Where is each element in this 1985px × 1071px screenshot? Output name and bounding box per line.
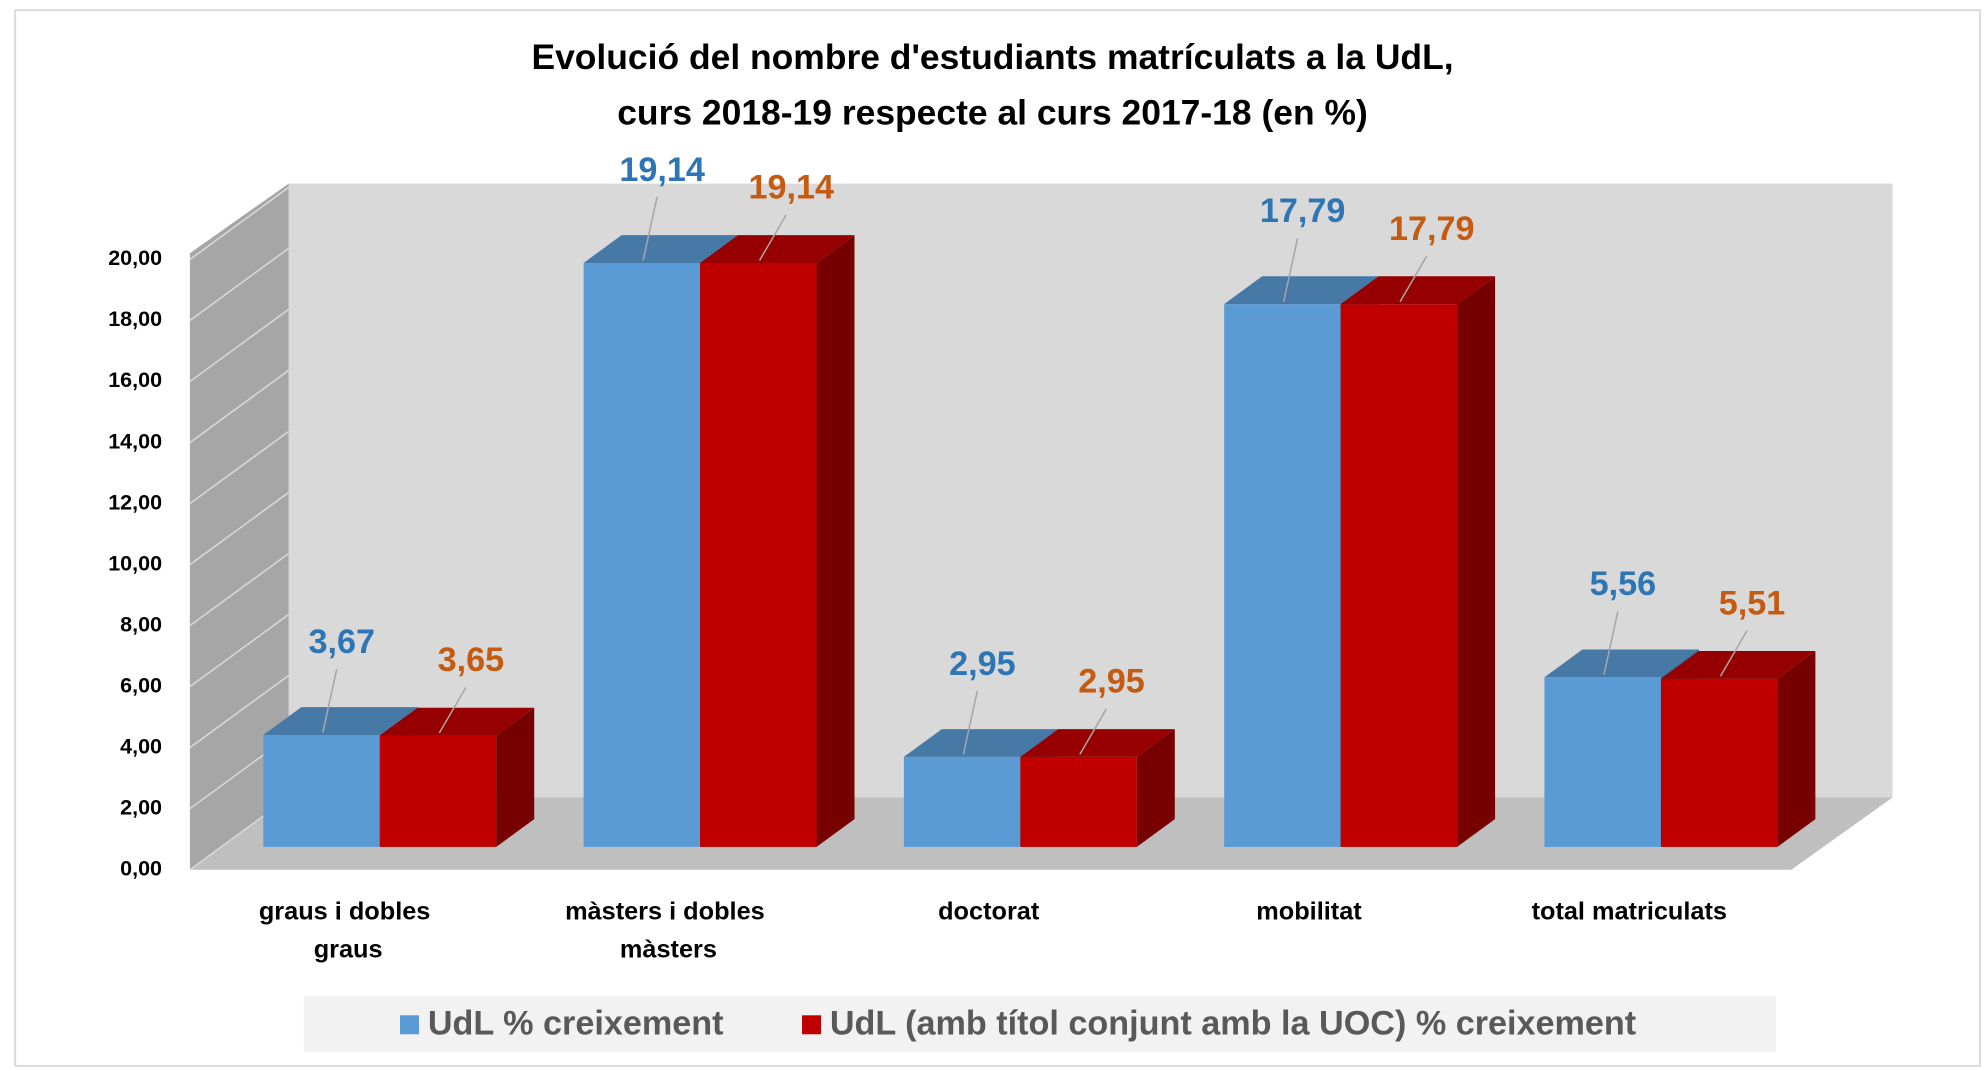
grid-line [189, 491, 290, 566]
y-tick-label: 8,00 [120, 612, 162, 636]
bar-top [700, 235, 855, 263]
bar [903, 756, 1021, 847]
x-tick-line: mobilitat [1256, 897, 1362, 925]
data-label: 3,65 [438, 641, 505, 679]
bar-top [263, 707, 418, 735]
grid-line [189, 674, 290, 749]
bar-side [816, 235, 855, 847]
leader-line [438, 687, 467, 734]
grid-line [189, 369, 290, 444]
grid-line [189, 430, 290, 505]
x-tick-line: doctorat [938, 897, 1040, 925]
x-tick-line: graus i dobles [259, 897, 438, 925]
x-tick-label: mobilitat [1256, 897, 1362, 925]
legend-label: UdL % creixement [428, 1004, 724, 1042]
bar [379, 735, 497, 847]
bar-side [496, 707, 535, 847]
x-tick-label: total matriculats [1532, 897, 1727, 925]
x-tick-line: màsters [620, 935, 717, 963]
y-tick-label: 10,00 [108, 551, 162, 575]
bar-side [1136, 729, 1175, 847]
legend-swatch [802, 1015, 822, 1035]
x-tick-line: total matriculats [1532, 897, 1727, 925]
grid-line [189, 308, 290, 383]
bar [583, 262, 701, 847]
y-tick-label: 2,00 [120, 795, 162, 819]
x-tick-label: graus i dobles graus [259, 897, 438, 963]
bar-top [1224, 276, 1379, 305]
bar [263, 734, 380, 847]
y-tick-label: 4,00 [120, 734, 162, 758]
legend [303, 996, 1777, 1053]
bar [1544, 677, 1661, 847]
x-tick-label: doctorat [938, 897, 1040, 925]
data-label: 19,14 [748, 169, 834, 207]
bar [1224, 304, 1341, 847]
y-tick-label: 14,00 [108, 429, 162, 453]
bar [1660, 678, 1778, 847]
data-label: 17,79 [1260, 192, 1346, 230]
leader-line [758, 214, 787, 261]
bar-top [1340, 276, 1496, 305]
bar-side [1777, 650, 1816, 847]
bar-top [583, 235, 739, 263]
bar [1340, 304, 1458, 847]
leader-line [962, 690, 979, 755]
bar [700, 262, 817, 847]
y-tick-label: 18,00 [108, 307, 162, 331]
data-label: 19,14 [619, 151, 705, 189]
grid-line [189, 186, 290, 261]
leader-line [1399, 255, 1428, 303]
grid-line [189, 247, 290, 322]
y-tick-label: 0,00 [120, 856, 162, 880]
bar-side [1457, 276, 1496, 847]
bar-top [1020, 729, 1175, 757]
leader-line [1603, 611, 1619, 675]
bar-top [1544, 649, 1699, 678]
grid-line [189, 552, 290, 627]
legend-swatch [400, 1015, 420, 1035]
data-label: 17,79 [1389, 210, 1475, 248]
y-tick-label: 6,00 [120, 673, 162, 697]
leader-line [322, 668, 338, 733]
x-tick-line: màsters i dobles [565, 897, 772, 925]
chart-title: curs 2018-19 respecte al curs 2017-18 (e… [617, 93, 1368, 133]
bar-top [903, 729, 1059, 757]
side-wall [189, 183, 289, 870]
y-tick-label: 20,00 [108, 246, 162, 270]
bar-top [379, 707, 535, 736]
y-tick-label: 12,00 [108, 490, 162, 514]
bar-top [1660, 650, 1816, 679]
data-label: 2,95 [949, 645, 1016, 683]
data-label: 5,56 [1590, 565, 1657, 603]
data-label: 3,67 [309, 623, 376, 661]
y-tick-label: 16,00 [108, 368, 162, 392]
leader-line [1079, 708, 1108, 755]
x-tick-line: graus [314, 935, 383, 963]
leader-line [642, 196, 658, 261]
bar [1020, 756, 1137, 847]
leader-line [1719, 630, 1748, 677]
data-label: 2,95 [1078, 663, 1145, 701]
leader-line [1282, 238, 1299, 302]
chart-title: Evolució del nombre d'estudiants matrícu… [531, 37, 1453, 77]
grid-line [189, 613, 290, 688]
legend-label: UdL (amb títol conjunt amb la UOC) % cre… [830, 1004, 1636, 1042]
x-tick-label: màsters i dobles màsters [565, 897, 772, 963]
data-label: 5,51 [1719, 584, 1786, 622]
